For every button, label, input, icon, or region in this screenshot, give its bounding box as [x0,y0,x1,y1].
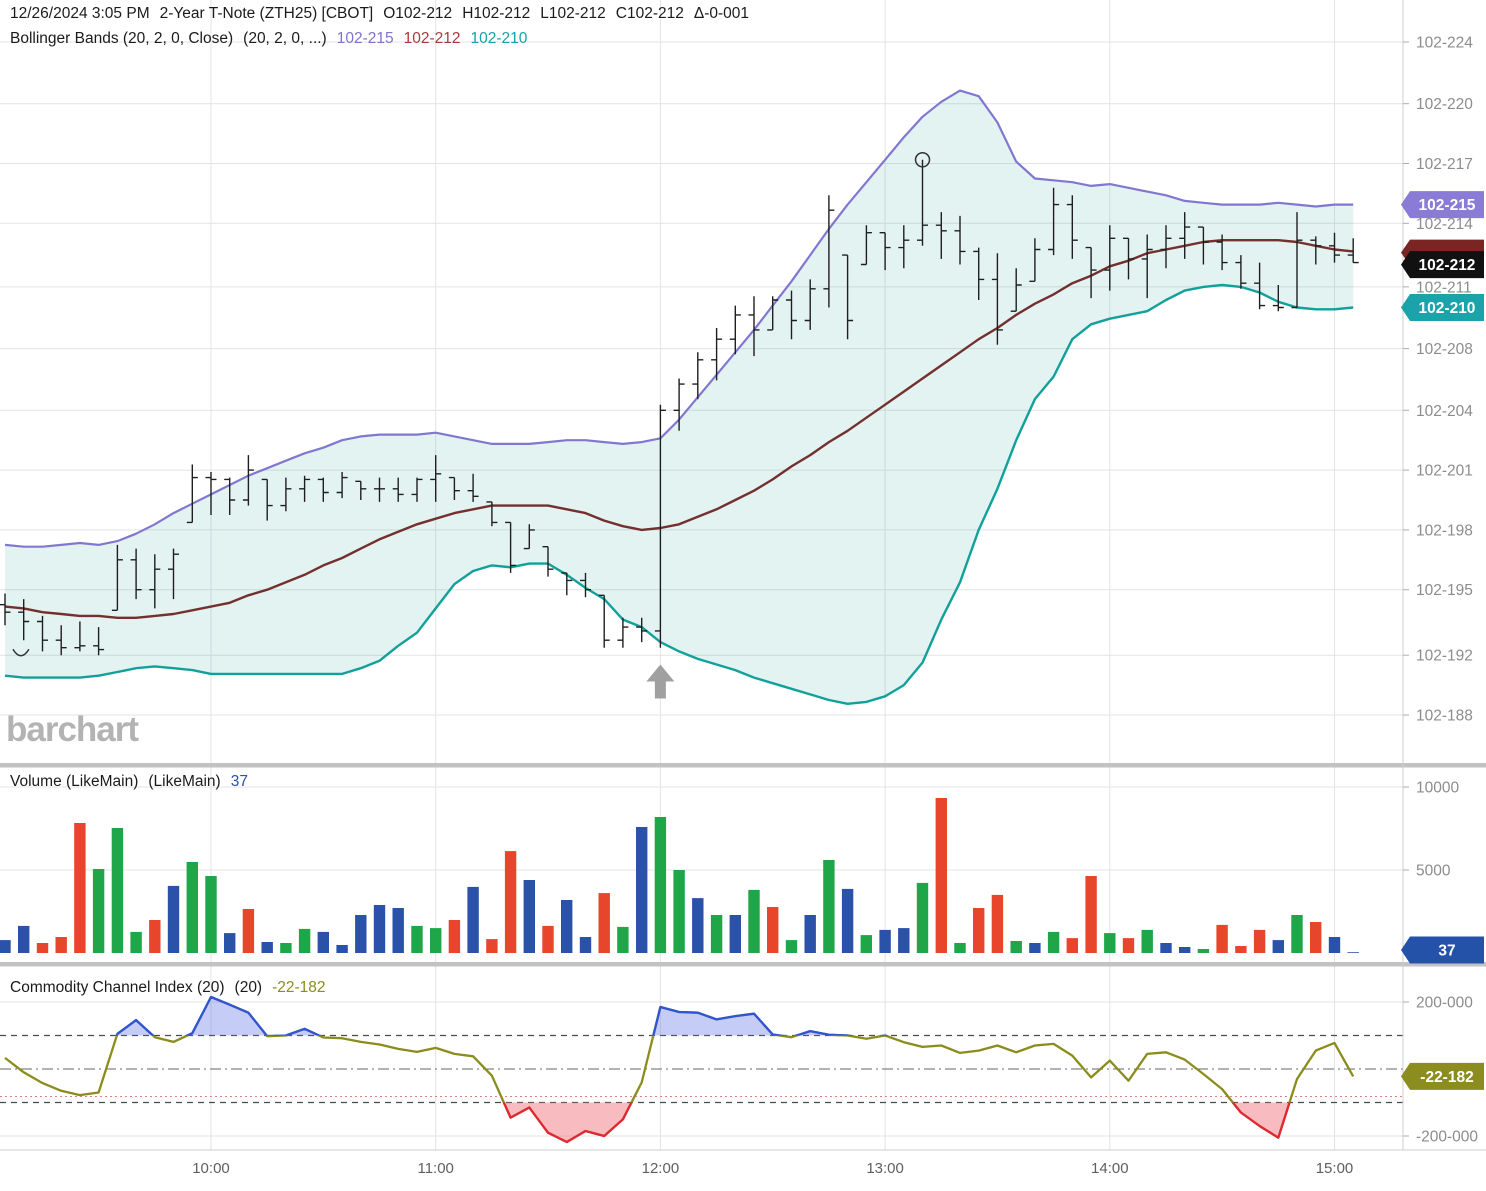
study-name: Bollinger Bands (20, 2, 0, Close) [10,30,234,47]
cci-params: (20) [234,979,263,996]
svg-text:102-204: 102-204 [1416,403,1473,420]
lower-band-badge: 102-210 [1401,293,1484,321]
time-axis-labels[interactable]: 10:00 11:00 12:00 13:00 14:00 15:00 [192,1160,1353,1177]
svg-text:15:00: 15:00 [1316,1160,1354,1177]
panel-separator-2[interactable] [0,962,1486,967]
svg-text:102-211: 102-211 [1416,279,1472,296]
svg-text:102-192: 102-192 [1416,648,1473,665]
svg-text:14:00: 14:00 [1091,1160,1129,1177]
svg-text:102-220: 102-220 [1416,96,1473,113]
svg-text:102-201: 102-201 [1416,463,1473,480]
svg-text:5000: 5000 [1416,863,1451,880]
svg-text:11:00: 11:00 [417,1160,453,1177]
bollinger-lower-line [4,283,1354,705]
panel-separator-1[interactable] [0,763,1486,768]
svg-text:102-224: 102-224 [1416,35,1473,52]
svg-text:12:00: 12:00 [642,1160,680,1177]
svg-text:102-210: 102-210 [1419,300,1476,317]
bb-middle-value: 102-212 [403,30,461,47]
svg-text:10000: 10000 [1416,780,1459,797]
volume-title: Volume (LikeMain) [10,773,139,790]
cci-current-value: -22-182 [272,979,326,996]
volume-axis-labels[interactable]: 10000 5000 [1403,780,1459,880]
svg-text:102-217: 102-217 [1416,156,1473,173]
volume-current-value: 37 [230,773,248,790]
volume-badge: 37 [1401,936,1484,964]
svg-text:-22-182: -22-182 [1420,1069,1473,1086]
bollinger-fill [5,90,1354,704]
svg-text:37: 37 [1438,943,1455,960]
horizontal-gridlines [0,41,1403,1137]
svg-text:10:00: 10:00 [192,1160,230,1177]
svg-text:102-188: 102-188 [1416,708,1473,725]
trough-marker-icon [12,648,30,657]
svg-text:102-208: 102-208 [1416,341,1473,358]
cci-legend: Commodity Channel Index (20) (20) -22-18… [10,979,326,997]
instrument-legend: 12/26/2024 3:05 PM 2-Year T-Note (ZTH25)… [10,5,749,23]
svg-text:102-198: 102-198 [1416,522,1473,539]
price-axis-labels[interactable]: 102-224 102-220 102-217 102-214 102-211 102-2… [1403,35,1473,725]
svg-text:200-000: 200-000 [1416,995,1473,1012]
volume-params: (LikeMain) [148,773,221,790]
svg-text:13:00: 13:00 [866,1160,904,1177]
upper-band-badge: 102-215 [1401,191,1484,219]
svg-text:102-195: 102-195 [1416,582,1473,599]
barchart-logo: barchart [6,710,139,749]
cci-overbought-region [5,995,1354,1036]
svg-text:102-215: 102-215 [1419,197,1476,214]
peak-marker-icon [914,152,931,168]
volume-legend: Volume (LikeMain) (LikeMain) 37 [10,773,248,791]
study-params: (20, 2, 0, ...) [243,30,327,47]
cci-badge: -22-182 [1401,1062,1484,1090]
cci-title: Commodity Channel Index (20) [10,979,225,996]
bollinger-legend: Bollinger Bands (20, 2, 0, Close) (20, 2… [10,30,527,48]
open-value: O102-212 [383,5,453,22]
low-value: L102-212 [540,5,606,22]
instrument-name: 2-Year T-Note (ZTH25) [CBOT] [159,5,374,22]
price-bars [0,159,1359,656]
buy-signal-arrow-icon [646,664,675,699]
svg-text:102-212: 102-212 [1419,257,1476,274]
timestamp: 12/26/2024 3:05 PM [10,5,150,22]
close-value: C102-212 [615,5,684,22]
bb-upper-value: 102-215 [336,30,394,47]
cci-axis-labels[interactable]: 200-000 -200-000 [1403,995,1478,1146]
bb-lower-value: 102-210 [470,30,528,47]
high-value: H102-212 [462,5,531,22]
last-price-badge: 102-212 [1401,251,1484,279]
svg-text:-200-000: -200-000 [1416,1129,1478,1146]
change-value: Δ-0-001 [693,5,750,22]
volume-bars [0,798,1359,953]
svg-text:102-214: 102-214 [1416,216,1473,233]
